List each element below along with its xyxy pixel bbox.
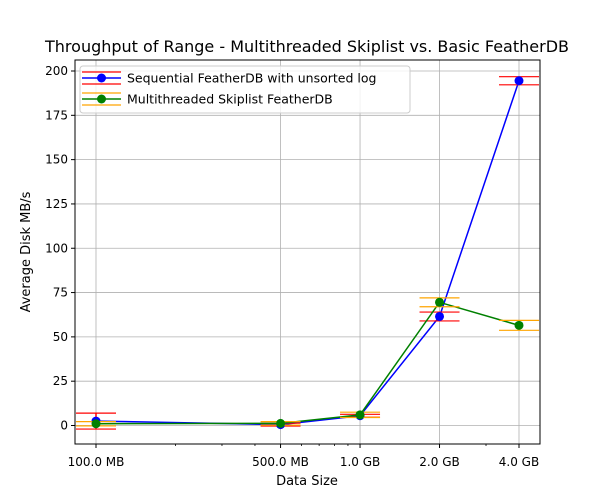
data-point [514, 76, 524, 86]
legend-label: Multithreaded Skiplist FeatherDB [127, 92, 333, 107]
data-point [435, 311, 445, 321]
y-axis: 0 25 50 75 100 125 150 175 200 [45, 64, 75, 433]
data-point [435, 297, 445, 307]
legend-marker [97, 73, 106, 83]
data-point [514, 320, 524, 330]
x-axis-label: Data Size [276, 474, 338, 489]
y-tick-label: 150 [45, 153, 68, 167]
legend-entry-1: Sequential FeatherDB with unsorted log [82, 71, 376, 86]
y-tick-label: 50 [53, 330, 68, 344]
y-tick-label: 125 [45, 197, 68, 211]
y-tick-label: 200 [45, 64, 68, 78]
axes-frame [74, 59, 541, 445]
y-tick-label: 25 [53, 374, 68, 388]
y-tick-label: 175 [45, 108, 68, 122]
y-tick-label: 0 [60, 419, 68, 433]
plot-series [76, 76, 539, 430]
data-point [276, 418, 286, 428]
x-tick-label: 2.0 GB [419, 455, 459, 469]
y-tick-label: 100 [45, 241, 68, 255]
chart-title: Throughput of Range - Multithreaded Skip… [44, 37, 569, 56]
x-tick-label: 100.0 MB [68, 455, 125, 469]
legend-entry-2: Multithreaded Skiplist FeatherDB [82, 92, 333, 107]
series-2 [76, 297, 539, 429]
data-point [355, 410, 365, 420]
y-tick-label: 75 [53, 286, 68, 300]
x-tick-label: 500.0 MB [252, 455, 309, 469]
legend-box [79, 65, 411, 114]
y-axis-label: Average Disk MB/s [19, 191, 34, 312]
legend-label: Sequential FeatherDB with unsorted log [127, 71, 376, 86]
x-tick-label: 1.0 GB [340, 455, 380, 469]
legend-marker [97, 94, 106, 104]
x-axis: 100.0 MB 500.0 MB 1.0 GB 2.0 GB 4.0 GB [68, 444, 539, 469]
x-tick-label: 4.0 GB [499, 455, 539, 469]
legend: Sequential FeatherDB with unsorted log Mu… [79, 65, 411, 114]
data-point [91, 419, 101, 429]
